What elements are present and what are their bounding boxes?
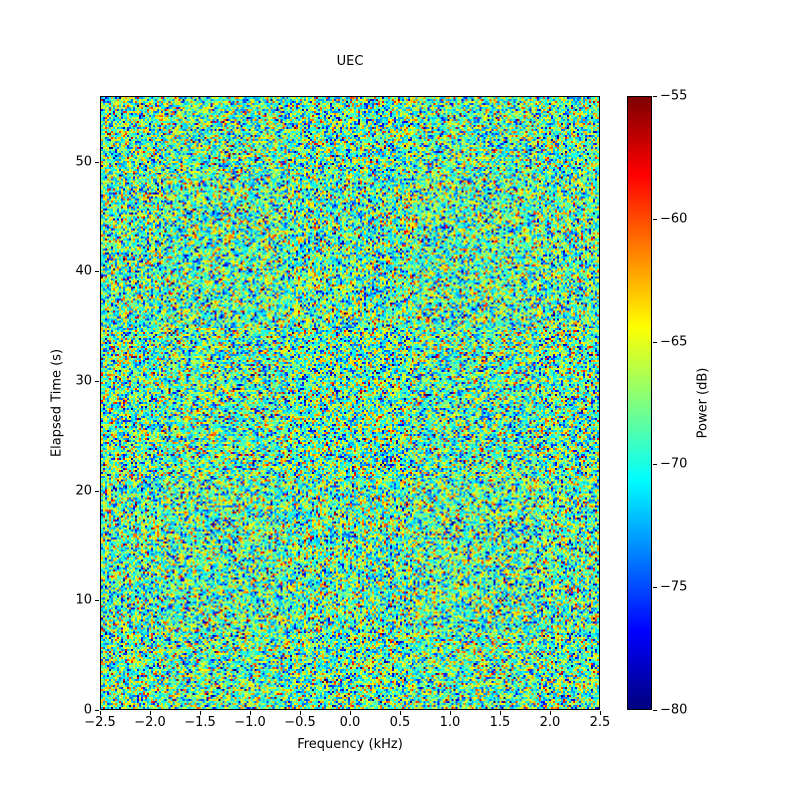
colorbar-tick-label: −55 <box>660 88 688 104</box>
x-tick-mark <box>400 711 401 715</box>
colorbar-gradient <box>628 97 651 709</box>
y-tick-label: 0 <box>83 702 92 718</box>
x-tick-label: 0.5 <box>389 715 411 730</box>
colorbar-tick-label: −60 <box>660 211 688 227</box>
chart-title: UEC <box>336 54 364 69</box>
x-tick-mark <box>500 711 501 715</box>
x-tick-mark <box>200 711 201 715</box>
colorbar-tick-mark <box>653 710 657 711</box>
y-tick-label: 30 <box>75 373 92 389</box>
y-tick-mark <box>95 710 99 711</box>
x-tick-mark <box>100 711 101 715</box>
x-tick-label: 2.0 <box>539 715 561 730</box>
y-tick-label: 10 <box>75 592 92 608</box>
x-tick-mark <box>300 711 301 715</box>
y-tick-label: 40 <box>75 263 92 279</box>
x-axis-label: Frequency (kHz) <box>297 737 403 752</box>
colorbar-label: Power (dB) <box>695 367 711 439</box>
y-tick-mark <box>95 490 99 492</box>
x-tick-label: 1.5 <box>489 715 511 730</box>
spectrogram-heatmap <box>101 97 599 709</box>
x-tick-label: −1.5 <box>184 715 216 730</box>
x-tick-label: −1.0 <box>234 715 266 730</box>
x-tick-mark <box>150 711 151 715</box>
x-tick-mark <box>600 711 601 715</box>
colorbar-tick-mark <box>653 587 657 589</box>
colorbar-tick-label: −70 <box>660 456 688 472</box>
y-tick-mark <box>95 271 99 273</box>
x-tick-label: 0.0 <box>339 715 361 730</box>
colorbar-tick-label: −75 <box>660 579 688 595</box>
x-tick-label: −0.5 <box>284 715 316 730</box>
y-axis-label: Elapsed Time (s) <box>49 348 65 458</box>
y-tick-label: 50 <box>75 154 92 170</box>
x-tick-label: −2.5 <box>84 715 116 730</box>
plot-area <box>100 96 600 710</box>
x-tick-label: 2.5 <box>589 715 611 730</box>
x-tick-label: 1.0 <box>439 715 461 730</box>
colorbar-tick-mark <box>653 341 657 343</box>
x-tick-mark <box>450 711 451 715</box>
colorbar-tick-mark <box>653 96 657 97</box>
colorbar-tick-label: −65 <box>660 334 688 350</box>
colorbar-tick-label: −80 <box>660 702 688 718</box>
y-tick-mark <box>95 161 99 163</box>
x-tick-label: −2.0 <box>134 715 166 730</box>
x-tick-mark <box>350 711 351 715</box>
y-tick-mark <box>95 381 99 383</box>
x-tick-mark <box>250 711 251 715</box>
y-tick-label: 20 <box>75 483 92 499</box>
colorbar <box>627 96 652 710</box>
colorbar-tick-mark <box>653 218 657 220</box>
colorbar-tick-mark <box>653 464 657 466</box>
x-tick-mark <box>550 711 551 715</box>
y-tick-mark <box>95 600 99 602</box>
